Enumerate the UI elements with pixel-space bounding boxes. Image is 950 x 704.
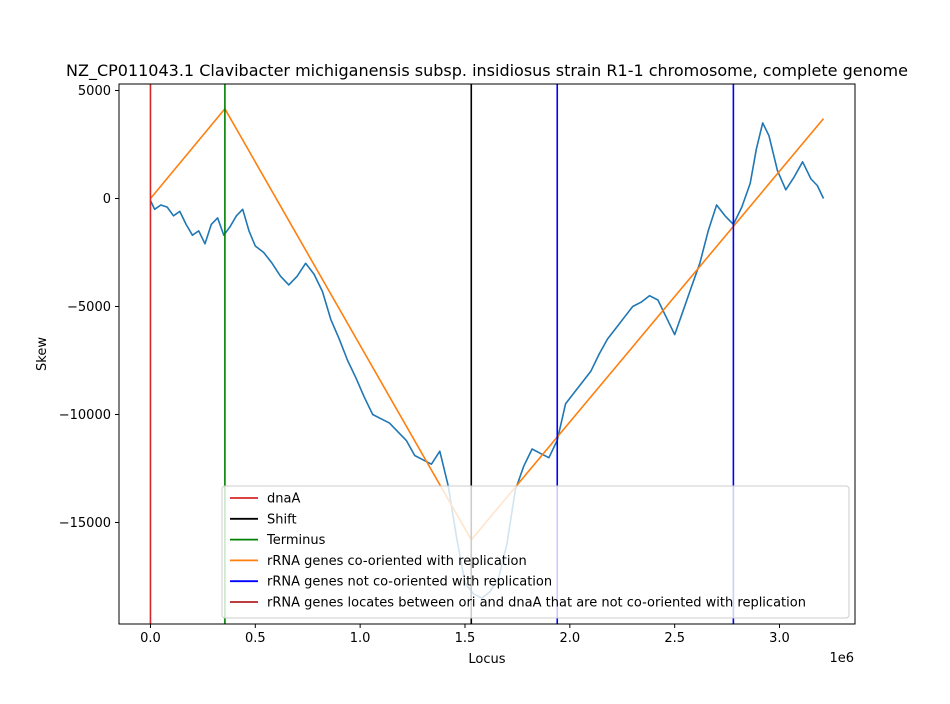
x-axis-label: Locus <box>468 652 505 667</box>
legend-entry-3: rRNA genes co-oriented with replication <box>267 554 527 569</box>
legend-entry-5: rRNA genes locates between ori and dnaA … <box>267 596 806 611</box>
legend-entry-4: rRNA genes not co-oriented with replicat… <box>267 575 552 590</box>
plot-frame <box>118 83 856 625</box>
x-axis: 0.0 0.5 1.0 1.5 2.0 2.5 3.0 <box>140 624 790 646</box>
x-axis-offset-label: 1e6 <box>829 651 854 666</box>
y-tick-label-3: −10000 <box>59 408 111 423</box>
x-tick-label-0: 0.0 <box>140 631 161 646</box>
y-tick-label-1: 0 <box>103 192 111 207</box>
legend-entry-2: Terminus <box>266 533 326 548</box>
legend: dnaA Shift Terminus rRNA genes co-oriented … <box>221 485 850 619</box>
series-line-1 <box>149 108 825 541</box>
x-tick-label-4: 2.0 <box>559 631 580 646</box>
legend-box <box>221 485 850 619</box>
x-tick-label-2: 1.0 <box>350 631 371 646</box>
chart-title: NZ_CP011043.1 Clavibacter michiganensis … <box>66 61 908 81</box>
y-axis: 5000 0 −5000 −10000 −15000 <box>59 84 119 531</box>
x-tick-label-1: 0.5 <box>245 631 266 646</box>
x-tick-label-3: 1.5 <box>455 631 476 646</box>
legend-entry-0: dnaA <box>267 492 300 507</box>
y-axis-label: Skew <box>35 337 50 371</box>
legend-entry-1: Shift <box>267 512 297 527</box>
x-tick-label-6: 3.0 <box>769 631 790 646</box>
y-tick-label-0: 5000 <box>78 84 111 99</box>
x-tick-label-5: 2.5 <box>664 631 685 646</box>
y-tick-label-2: −5000 <box>67 300 111 315</box>
y-tick-label-4: −15000 <box>59 516 111 531</box>
